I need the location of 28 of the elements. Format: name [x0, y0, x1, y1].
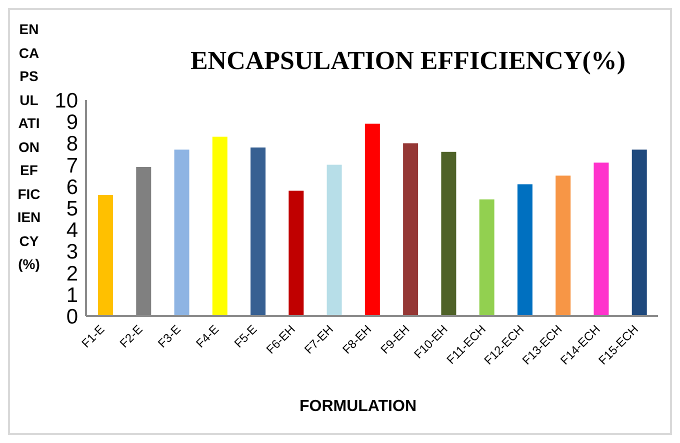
y-tick-label: 7 [66, 154, 78, 178]
chart-title: ENCAPSULATION EFFICIENCY(%) [189, 46, 627, 76]
bar [288, 190, 304, 316]
y-tick-label: 4 [66, 219, 78, 242]
y-tick-label: 2 [66, 262, 78, 286]
text: ENCAPSULATION EFFICIENCY(%) [17, 21, 41, 272]
bar [517, 184, 532, 316]
bar [594, 162, 609, 316]
y-tick-label: 5 [66, 197, 78, 220]
bar [632, 150, 647, 316]
bar [441, 152, 456, 316]
y-tick-label: 6 [66, 176, 78, 199]
y-tick-label: 0 [66, 305, 78, 328]
bar [250, 148, 266, 316]
y-tick-label: 8 [66, 132, 78, 156]
bar [364, 124, 380, 316]
y-tick-label: 10 [54, 89, 78, 112]
bar [479, 199, 494, 316]
bar [403, 143, 418, 316]
bar [174, 150, 190, 316]
y-tick-label: 9 [66, 111, 78, 134]
bar [556, 176, 571, 316]
y-tick-label: 1 [66, 284, 78, 307]
bar [212, 136, 228, 316]
y-tick-label: 3 [66, 240, 78, 264]
bar [98, 195, 113, 316]
bar [326, 164, 342, 316]
x-axis-title: FORMULATION [298, 398, 418, 416]
